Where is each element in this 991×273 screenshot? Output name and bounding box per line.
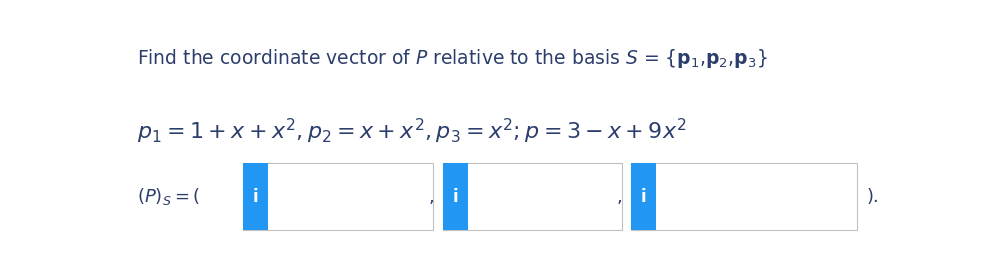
- Text: Find the coordinate vector of $\mathit{P}$ relative to the basis $\mathit{S}$ = : Find the coordinate vector of $\mathit{P…: [137, 48, 768, 70]
- Text: i: i: [453, 188, 458, 206]
- Text: ,: ,: [616, 188, 622, 206]
- FancyBboxPatch shape: [443, 163, 621, 230]
- Text: ,: ,: [428, 188, 434, 206]
- FancyBboxPatch shape: [443, 163, 468, 230]
- Text: i: i: [640, 188, 646, 206]
- FancyBboxPatch shape: [243, 163, 433, 230]
- FancyBboxPatch shape: [243, 163, 269, 230]
- FancyBboxPatch shape: [631, 163, 656, 230]
- Text: i: i: [253, 188, 259, 206]
- Text: $\mathbf{\mathit{p}}_1 = 1 + x + x^2,\mathbf{\mathit{p}}_2 = x + x^2,\mathbf{\ma: $\mathbf{\mathit{p}}_1 = 1 + x + x^2,\ma…: [137, 117, 687, 146]
- Text: ).: ).: [866, 188, 879, 206]
- Text: $(P)_S = ($: $(P)_S = ($: [137, 186, 200, 207]
- FancyBboxPatch shape: [631, 163, 857, 230]
